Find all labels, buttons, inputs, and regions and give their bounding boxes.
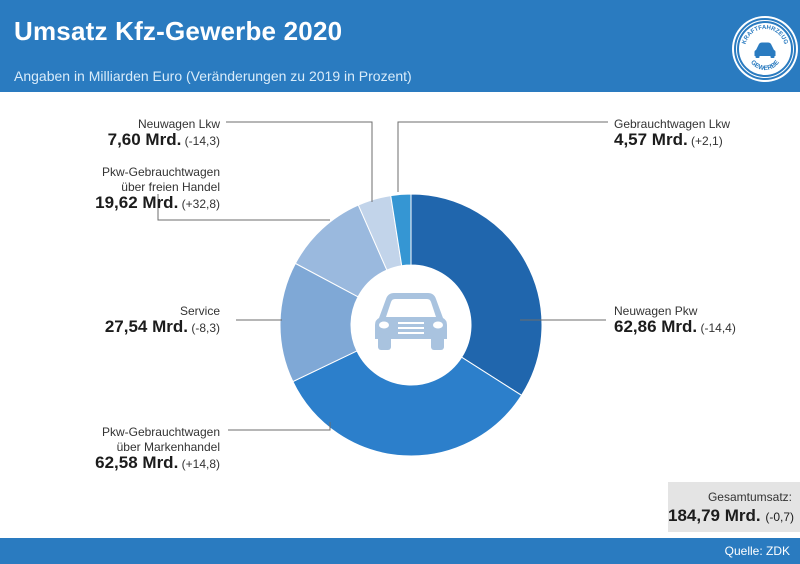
label-change: (-14,3) — [184, 134, 220, 148]
label-name: Neuwagen Lkw — [137, 117, 220, 131]
total-change: (-0,7) — [765, 510, 794, 524]
label-value: 62,58 Mrd. — [95, 453, 179, 472]
chart-subtitle: Angaben in Milliarden Euro (Veränderunge… — [14, 68, 412, 84]
total-box: Gesamtumsatz: 184,79 Mrd. (-0,7) — [668, 482, 800, 532]
kraftfahrzeuggewerbe-logo: KRAFTFAHRZEUG GEWERBE — [734, 18, 796, 80]
label-name: Pkw-Gebrauchtwagen — [101, 165, 220, 179]
label-neuwagen-lkw: Neuwagen Lkw 7,60 Mrd. (-14,3) — [20, 117, 220, 149]
label-change: (+2,1) — [691, 134, 723, 148]
label-change: (+14,8) — [181, 457, 220, 471]
label-change: (-14,4) — [700, 321, 736, 335]
label-pkw-gebrauchtwagen-freier-handel: Pkw-Gebrauchtwagen über freien Handel 19… — [20, 165, 220, 212]
label-service: Service 27,54 Mrd. (-8,3) — [20, 304, 220, 336]
label-change: (+32,8) — [181, 197, 220, 211]
label-value: 19,62 Mrd. — [95, 193, 179, 212]
logo-car-icon — [754, 42, 776, 58]
label-pkw-gebrauchtwagen-markenhandel: Pkw-Gebrauchtwagen über Markenhandel 62,… — [20, 425, 220, 472]
label-value: 27,54 Mrd. — [104, 317, 188, 336]
label-change: (-8,3) — [191, 321, 220, 335]
total-value-line: 184,79 Mrd. (-0,7) — [668, 506, 794, 526]
label-neuwagen-pkw: Neuwagen Pkw 62,86 Mrd. (-14,4) — [614, 304, 736, 336]
leader-markenhandel — [228, 422, 331, 431]
donut-chart — [157, 121, 608, 457]
label-value: 4,57 Mrd. — [614, 130, 688, 149]
label-name: Pkw-Gebrauchtwagen — [101, 425, 220, 439]
label-gebrauchtwagen-lkw: Gebrauchtwagen Lkw 4,57 Mrd. (+2,1) — [614, 117, 730, 149]
car-icon — [375, 293, 447, 350]
leader-gebrauchtwagen-lkw — [397, 121, 608, 192]
header-bar: Umsatz Kfz-Gewerbe 2020 Angaben in Milli… — [0, 0, 800, 92]
total-value: 184,79 Mrd. — [667, 506, 761, 525]
label-name: Gebrauchtwagen Lkw — [614, 117, 731, 131]
label-name: Neuwagen Pkw — [614, 304, 698, 318]
leader-freier-handel — [157, 194, 330, 221]
total-label: Gesamtumsatz: — [707, 490, 792, 504]
label-name-2: über freien Handel — [121, 180, 220, 194]
label-value: 7,60 Mrd. — [107, 130, 182, 149]
leader-neuwagen-lkw — [226, 121, 373, 202]
chart-title: Umsatz Kfz-Gewerbe 2020 — [14, 16, 343, 46]
label-name: Service — [179, 304, 220, 318]
footer-bar: Quelle: ZDK — [0, 538, 800, 564]
label-name-2: über Markenhandel — [116, 440, 220, 454]
source-note: Quelle: ZDK — [724, 544, 790, 558]
label-value: 62,86 Mrd. — [614, 317, 698, 336]
